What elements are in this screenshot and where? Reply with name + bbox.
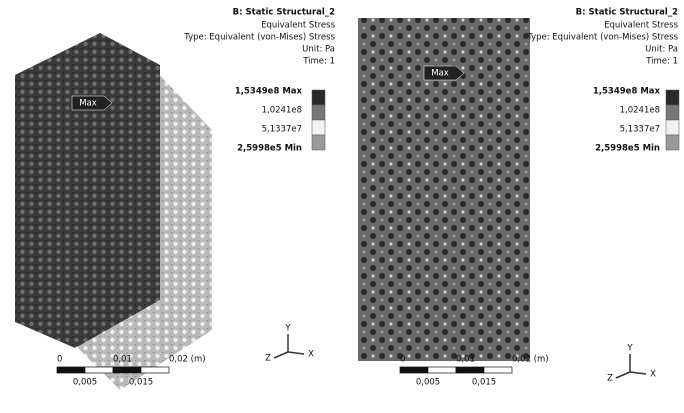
header-line: Time: 1: [302, 57, 335, 67]
scale-label: 0: [400, 355, 405, 365]
scale-label: 0,015: [129, 378, 153, 388]
scale-segment: [85, 367, 113, 373]
header-line: Equivalent Stress: [261, 21, 335, 31]
header-line: Time: 1: [645, 57, 678, 67]
legend-label: 1,0241e8: [262, 106, 302, 116]
legend-label: 5,1337e7: [262, 125, 302, 135]
legend-swatch: [312, 120, 325, 135]
header-line: Unit: Pa: [302, 45, 335, 55]
axis-x: [288, 352, 304, 354]
axis-label: Y: [284, 324, 291, 334]
legend-label: 2,5998e5 Min: [237, 144, 302, 154]
left-model: [15, 33, 212, 390]
axis-x: [630, 372, 646, 374]
legend-swatch: [666, 120, 679, 135]
legend-label: 1,5349e8 Max: [235, 87, 303, 97]
scale-label: 0,005: [416, 378, 440, 388]
axis-z: [274, 352, 288, 358]
scale-label: 0,02 (m): [169, 355, 206, 365]
scale-segment: [113, 367, 141, 373]
axis-label: X: [308, 350, 314, 360]
legend-swatch: [312, 105, 325, 120]
scale-segment: [57, 367, 85, 373]
axis-z: [616, 372, 630, 378]
axis-label: Z: [265, 354, 271, 364]
panel-title: B: Static Structural_2: [233, 8, 335, 18]
axis-label: Y: [626, 344, 633, 354]
header-line: Equivalent Stress: [604, 21, 678, 31]
legend-label: 2,5998e5 Min: [595, 144, 660, 154]
probe-label: Max: [79, 99, 97, 109]
scale-label: 0,01: [113, 355, 132, 365]
scale-segment: [484, 367, 512, 373]
scale-label: 0,015: [472, 378, 496, 388]
scale-label: 0,02 (m): [512, 355, 549, 365]
header-line: Unit: Pa: [645, 45, 678, 55]
probe-label: Max: [431, 69, 449, 79]
scale-segment: [141, 367, 169, 373]
scale-label: 0,01: [456, 355, 475, 365]
legend-swatch: [666, 135, 679, 150]
header-line: Type: Equivalent (von-Mises) Stress: [183, 33, 335, 43]
scale-label: 0,005: [73, 378, 97, 388]
legend-swatch: [666, 105, 679, 120]
axis-label: Z: [607, 374, 613, 384]
scale-segment: [456, 367, 484, 373]
scale-segment: [428, 367, 456, 373]
legend-swatch: [666, 90, 679, 105]
legend-label: 1,5349e8 Max: [593, 87, 661, 97]
header-line: Type: Equivalent (von-Mises) Stress: [526, 33, 678, 43]
legend-swatch: [312, 135, 325, 150]
scale-label: 0: [57, 355, 62, 365]
scale-segment: [400, 367, 428, 373]
axis-label: X: [650, 370, 656, 380]
screenshot: B: Static Structural_2 Equivalent Stress T…: [0, 0, 684, 413]
legend-swatch: [312, 90, 325, 105]
legend-label: 5,1337e7: [620, 125, 660, 135]
panel-title: B: Static Structural_2: [576, 8, 678, 18]
legend-label: 1,0241e8: [620, 106, 660, 116]
